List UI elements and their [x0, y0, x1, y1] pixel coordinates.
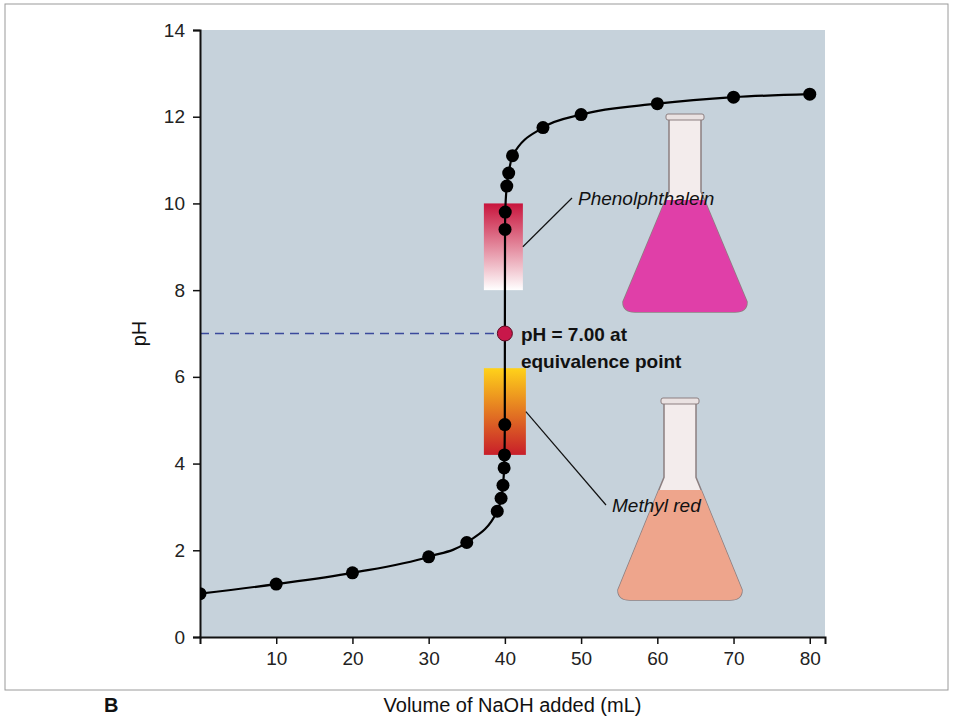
data-point	[506, 149, 519, 162]
tick: 10	[266, 637, 287, 669]
tick-label: 4	[174, 453, 185, 474]
tick: 40	[495, 637, 516, 669]
data-point	[498, 418, 511, 431]
figure-frame	[5, 4, 948, 690]
y-axis-title: pH	[128, 321, 150, 347]
data-point	[422, 550, 435, 563]
tick-label: 60	[647, 648, 668, 669]
tick-label: 40	[495, 648, 516, 669]
data-point	[270, 578, 283, 591]
tick-mark	[193, 463, 200, 465]
y-axis: 0 2 4 6 8 10 12 14	[164, 20, 201, 648]
data-point	[496, 479, 509, 492]
plot-area	[200, 88, 816, 600]
tick: 0	[174, 627, 200, 648]
x-axis-title: Volume of NaOH added (mL)	[384, 694, 642, 716]
data-point	[460, 536, 473, 549]
tick-label: 12	[164, 106, 185, 127]
tick: 70	[723, 637, 744, 669]
tick: 80	[800, 637, 821, 669]
tick-mark	[193, 637, 200, 639]
tick-label: 14	[164, 20, 186, 41]
flask-rim	[666, 114, 704, 120]
data-point	[651, 97, 664, 110]
tick: 10	[164, 193, 200, 214]
tick-label: 20	[342, 648, 363, 669]
flask-glass	[623, 118, 747, 312]
data-point	[502, 167, 515, 180]
tick: 4	[174, 453, 200, 474]
tick-label: 8	[174, 280, 185, 301]
tick: 60	[647, 637, 668, 669]
flask-rim	[661, 398, 699, 404]
data-point	[498, 461, 511, 474]
data-point	[803, 88, 816, 101]
tick: 12	[164, 106, 200, 127]
tick-mark	[810, 637, 812, 644]
tick-mark	[733, 637, 735, 644]
data-point	[498, 327, 511, 340]
indicator-band	[484, 203, 523, 290]
data-point	[491, 505, 504, 518]
tick-label: 80	[800, 648, 821, 669]
data-point	[346, 566, 359, 579]
equivalence-guide	[200, 333, 505, 335]
axis-line	[201, 638, 826, 645]
tick-mark	[428, 637, 430, 644]
tick: 20	[342, 637, 363, 669]
tick-mark	[657, 637, 659, 644]
annotation: pH = 7.00 at equivalence point	[521, 324, 682, 372]
data-point	[575, 108, 588, 121]
tick-mark	[193, 377, 200, 379]
leader-line	[523, 198, 572, 247]
data-point	[499, 223, 512, 236]
tick-mark	[193, 30, 200, 32]
flask-liquid	[623, 200, 747, 312]
tick: 2	[174, 540, 200, 561]
tick: 30	[419, 637, 440, 669]
data-point	[500, 180, 513, 193]
tick-mark	[276, 637, 278, 644]
tick-label: 30	[419, 648, 440, 669]
data-point	[727, 91, 740, 104]
tick-label: 10	[266, 648, 287, 669]
tick: 6	[174, 366, 200, 387]
tick: 50	[571, 637, 592, 669]
band-label: Methyl red	[612, 495, 702, 516]
tick: 8	[174, 280, 200, 301]
annotation-line: pH = 7.00 at	[521, 324, 628, 345]
tick-label: 70	[723, 648, 744, 669]
tick-mark	[193, 116, 200, 118]
panel-label: B	[104, 694, 118, 716]
equivalence-point	[497, 326, 512, 341]
tick: 14	[164, 20, 200, 41]
tick-mark	[352, 637, 354, 644]
tick-label: 0	[174, 627, 185, 648]
tick-label: 50	[571, 648, 592, 669]
data-point	[499, 206, 512, 219]
data-point	[536, 121, 549, 134]
tick-mark	[581, 637, 583, 644]
band-label: Phenolphthalein	[578, 188, 714, 209]
tick-mark	[193, 550, 200, 552]
plot-background	[200, 30, 825, 637]
data-point	[495, 492, 508, 505]
flask-illustration	[623, 114, 747, 312]
tick-mark	[505, 637, 507, 644]
tick-mark	[193, 290, 200, 292]
tick-label: 10	[164, 193, 185, 214]
chart: 0 2 4 6 8 10 12 14 10 20 30 40 50 60 70 80 pH = 7.00 at e…	[0, 0, 954, 723]
annotation-line: equivalence point	[521, 351, 682, 372]
data-point	[200, 587, 207, 600]
titration-curve	[200, 94, 810, 593]
data-point	[498, 448, 511, 461]
tick-label: 2	[174, 540, 185, 561]
leader-line	[526, 412, 606, 505]
axis-line	[193, 31, 201, 638]
tick-label: 6	[174, 366, 185, 387]
tick-mark	[193, 203, 200, 205]
x-axis: 10 20 30 40 50 60 70 80	[201, 637, 826, 669]
